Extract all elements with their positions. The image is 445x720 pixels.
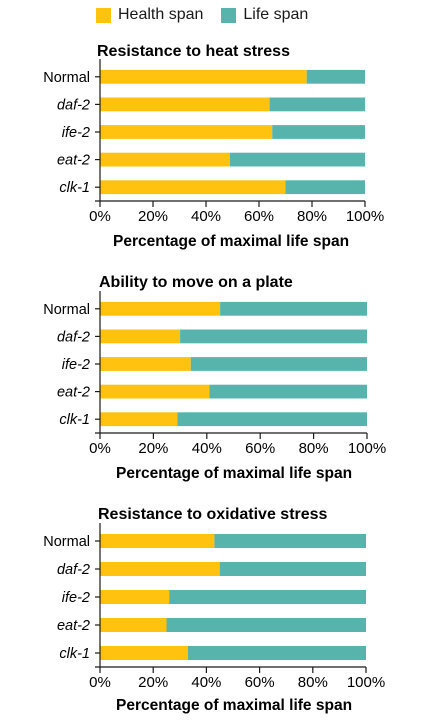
chart-3-category-label: clk-1: [59, 646, 90, 662]
chart-1-x-tick-label: 80%: [297, 208, 327, 225]
chart-3-x-tick-label: 40%: [191, 674, 221, 691]
chart-3-category-label: daf-2: [57, 562, 90, 578]
chart-3-bar-daf-2-health-span: [100, 562, 220, 576]
chart-1-category-label: Normal: [43, 70, 90, 86]
chart-1-bar-daf-2-life-span: [269, 97, 365, 112]
chart-1-category-label: eat-2: [57, 153, 90, 169]
chart-1-x-tick-label: 20%: [138, 208, 168, 225]
chart-2-bar-eat-2-health-span: [100, 384, 210, 399]
chart-2-category-label: ife-2: [62, 357, 90, 373]
chart-2-title: Ability to move on a plate: [99, 274, 293, 291]
chart-3-bar-Normal-health-span: [100, 534, 215, 548]
chart-2-bar-ife-2-health-span: [100, 357, 191, 371]
chart-3-bar-eat-2-health-span: [100, 618, 167, 632]
chart-1-bar-ife-2-health-span: [100, 125, 273, 139]
chart-3-category-label: eat-2: [57, 618, 90, 634]
chart-2-x-axis-label: Percentage of maximal life span: [116, 465, 352, 482]
chart-1-bar-Normal-life-span: [306, 69, 365, 84]
chart-2-category-label: Normal: [43, 302, 90, 318]
chart-3-x-tick-label: 20%: [138, 674, 168, 691]
chart-3-bar-ife-2-health-span: [100, 590, 170, 604]
legend: Health span Life span: [96, 4, 308, 26]
chart-3-bar-Normal-life-span: [214, 534, 366, 548]
chart-1-x-axis-label: Percentage of maximal life span: [113, 233, 349, 250]
chart-3-category-label: Normal: [43, 534, 90, 550]
chart-2-category-label: eat-2: [57, 385, 90, 401]
legend-item-life-span: Life span: [221, 6, 308, 24]
legend-item-health-span: Health span: [96, 6, 203, 24]
chart-2-x-tick-label: 20%: [138, 440, 168, 457]
chart-1-x-tick-label: 40%: [191, 208, 221, 225]
chart-3-bar-eat-2-life-span: [166, 618, 366, 632]
chart-1-x-tick-label: 100%: [346, 208, 384, 225]
chart-2-bar-eat-2-life-span: [209, 384, 367, 399]
chart-1-bar-eat-2-health-span: [100, 152, 230, 167]
chart-2-bar-ife-2-life-span: [190, 357, 367, 371]
chart-1-category-label: clk-1: [59, 180, 90, 196]
chart-2-x-tick-label: 100%: [348, 440, 386, 457]
chart-1-bar-ife-2-life-span: [272, 125, 365, 139]
chart-2-category-label: daf-2: [57, 329, 90, 345]
chart-1-category-label: daf-2: [57, 97, 90, 113]
chart-2-category-label: clk-1: [59, 412, 90, 428]
chart-3-bar-ife-2-life-span: [169, 590, 366, 604]
chart-1-bar-clk-1-health-span: [100, 180, 286, 195]
chart-3-bar-clk-1-life-span: [187, 646, 366, 660]
chart-2-x-tick-label: 60%: [245, 440, 275, 457]
chart-3-x-tick-label: 100%: [347, 674, 385, 691]
chart-1-bar-Normal-health-span: [100, 69, 307, 84]
chart-1-title: Resistance to heat stress: [97, 43, 290, 60]
chart-3-x-axis-label: Percentage of maximal life span: [116, 697, 352, 714]
chart-2-bar-daf-2-life-span: [180, 329, 367, 344]
chart-3-bar-clk-1-health-span: [100, 646, 188, 660]
chart-2-bar-daf-2-health-span: [100, 329, 181, 344]
chart-2-x-tick-label: 80%: [299, 440, 329, 457]
life-span-swatch-icon: [221, 7, 237, 23]
legend-label-life-span: Life span: [243, 6, 309, 23]
chart-1-category-label: ife-2: [62, 125, 90, 141]
chart-1-x-tick-label: 60%: [244, 208, 274, 225]
legend-label-health-span: Health span: [118, 6, 204, 23]
chart-2-bar-Normal-life-span: [220, 301, 367, 316]
chart-1-bar-eat-2-life-span: [229, 152, 365, 167]
chart-2-x-tick-label: 0%: [89, 440, 111, 457]
chart-2-bar-clk-1-health-span: [100, 412, 178, 427]
chart-3-x-tick-label: 80%: [298, 674, 328, 691]
chart-2-bar-clk-1-life-span: [177, 412, 367, 427]
chart-2-x-tick-label: 40%: [192, 440, 222, 457]
chart-1-bar-daf-2-health-span: [100, 97, 270, 112]
chart-1-x-tick-label: 0%: [89, 208, 111, 225]
chart-3-title: Resistance to oxidative stress: [98, 506, 328, 523]
chart-3-bar-daf-2-life-span: [219, 562, 366, 576]
chart-3-x-tick-label: 60%: [245, 674, 275, 691]
chart-3-x-tick-label: 0%: [89, 674, 111, 691]
chart-3-category-label: ife-2: [62, 590, 90, 606]
chart-2-bar-Normal-health-span: [100, 301, 221, 316]
chart-1-bar-clk-1-life-span: [285, 180, 365, 195]
health-span-swatch-icon: [96, 7, 111, 23]
